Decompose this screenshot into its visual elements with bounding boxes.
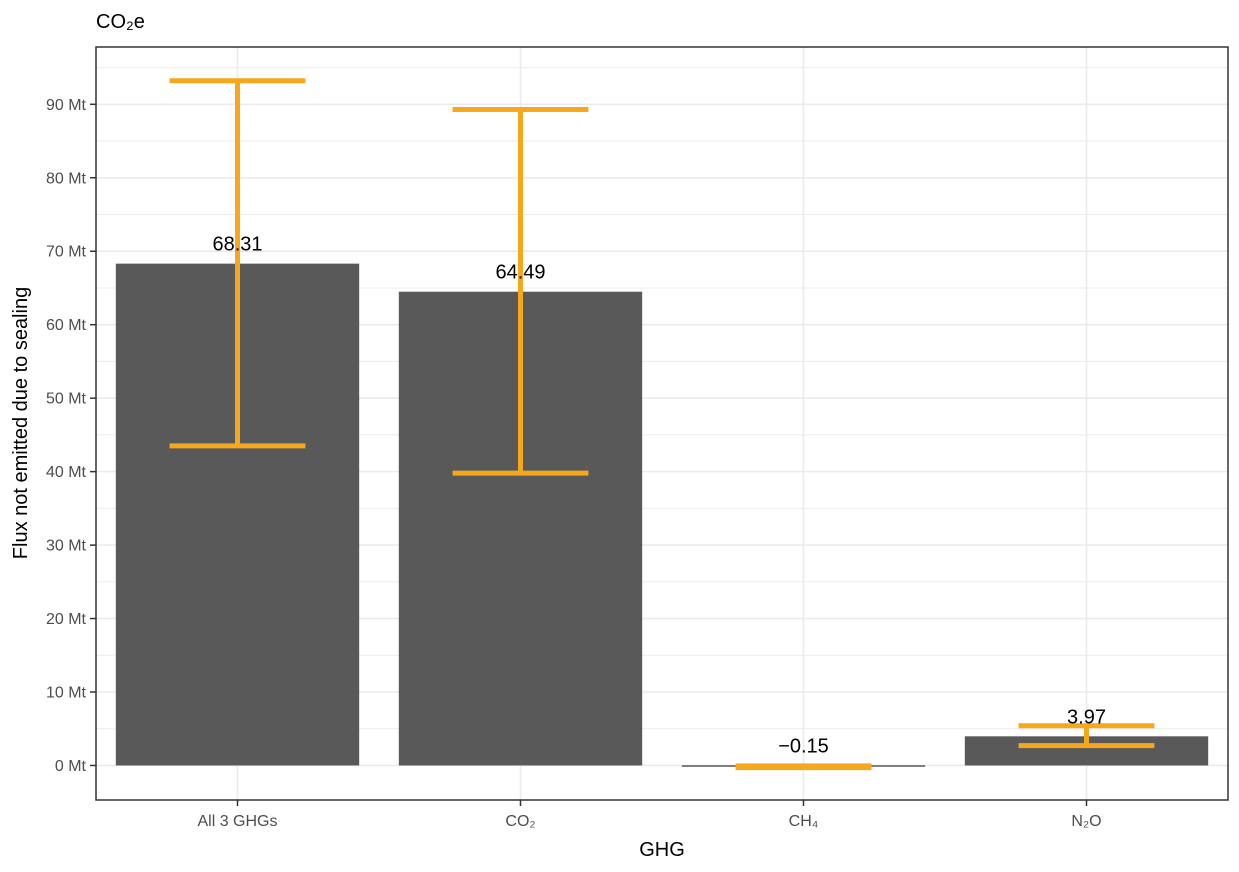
bars: [115, 263, 1209, 767]
y-tick-label: 20 Mt: [46, 611, 87, 628]
y-tick-label: 70 Mt: [46, 244, 87, 261]
data-label-3: 3.97: [1067, 706, 1106, 728]
y-tick-label: 0 Mt: [55, 758, 87, 775]
y-tick-label: 30 Mt: [46, 538, 87, 555]
error-bar-0: [169, 78, 306, 449]
x-axis: All 3 GHGs CO₂ CH₄ N₂O: [197, 800, 1102, 830]
error-bar-3: [1018, 723, 1155, 749]
x-axis-title: GHG: [639, 839, 685, 861]
error-bar-1: [452, 106, 589, 476]
data-labels: 68.31 64.49 −0.15 3.97: [212, 234, 1106, 758]
y-axis: 0 Mt 10 Mt 20 Mt 30 Mt 40 Mt 50 Mt 60 Mt 70 Mt 8…: [46, 97, 96, 775]
y-tick-label: 40 Mt: [46, 464, 87, 481]
chart-title: CO₂e: [96, 11, 145, 33]
panel-border: [95, 46, 1229, 801]
x-tick-label: CH₄: [789, 813, 819, 830]
x-tick-label: N₂O: [1071, 813, 1101, 830]
y-axis-title: Flux not emitted due to sealing: [10, 287, 32, 559]
y-tick-label: 10 Mt: [46, 685, 87, 702]
y-tick-label: 90 Mt: [46, 97, 87, 114]
data-label-1: 64.49: [495, 262, 545, 284]
x-tick-label: All 3 GHGs: [197, 813, 277, 830]
data-label-0: 68.31: [212, 234, 262, 256]
y-tick-label: 60 Mt: [46, 317, 87, 334]
error-bar-2: [735, 763, 872, 771]
data-label-2: −0.15: [778, 735, 829, 757]
error-bars: [169, 78, 1155, 771]
y-tick-label: 80 Mt: [46, 170, 87, 187]
x-tick-label: CO₂: [505, 813, 535, 830]
y-tick-label: 50 Mt: [46, 391, 87, 408]
